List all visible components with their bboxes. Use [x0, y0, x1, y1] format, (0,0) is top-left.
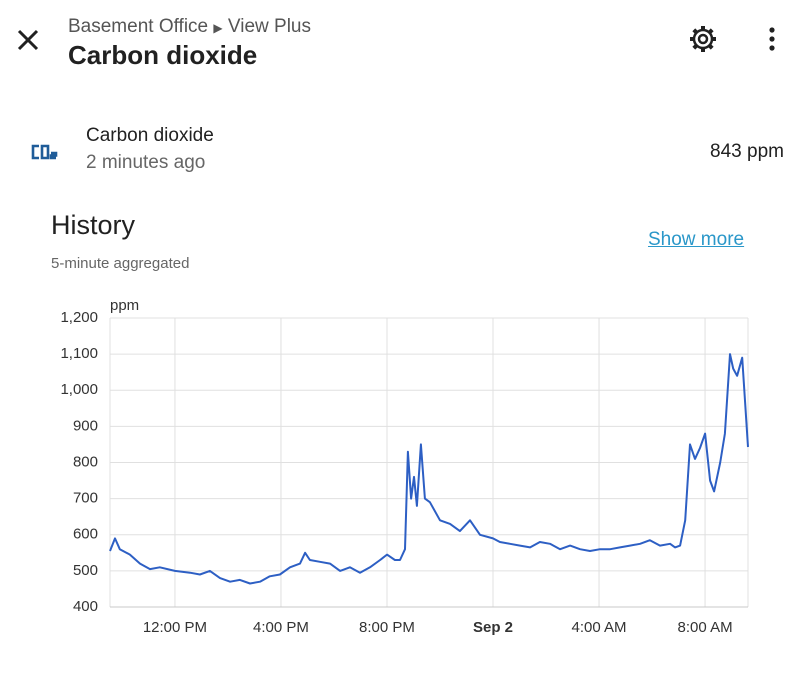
y-tick-label: 500: [73, 562, 98, 579]
breadcrumb-item: View Plus: [227, 16, 311, 37]
x-tick-label: 8:00 PM: [359, 619, 415, 636]
settings-button[interactable]: [690, 26, 716, 52]
entity-name: Carbon dioxide: [86, 125, 214, 146]
y-tick-label: 400: [73, 598, 98, 615]
more-button[interactable]: [769, 27, 775, 51]
y-tick-label: 600: [73, 526, 98, 543]
history-subtitle: 5-minute aggregated: [51, 255, 190, 272]
dialog-title: Carbon dioxide: [68, 40, 258, 70]
x-tick-label: 12:00 PM: [143, 619, 207, 636]
x-tick-label: 4:00 PM: [253, 619, 309, 636]
toolbar-icons: [17, 26, 775, 52]
entity-updated: 2 minutes ago: [86, 152, 206, 173]
x-tick-label: 8:00 AM: [678, 619, 733, 636]
show-more-link[interactable]: Show more: [648, 229, 745, 250]
breadcrumb: Basement Office ▶ View Plus: [68, 16, 311, 37]
co2-icon: [31, 144, 58, 160]
y-tick-label: 1,100: [60, 345, 98, 362]
y-tick-label: 800: [73, 453, 98, 470]
x-tick-label: Sep 2: [473, 619, 513, 636]
breadcrumb-item: Basement Office: [68, 16, 209, 37]
close-button[interactable]: [17, 29, 39, 51]
x-tick-label: 4:00 AM: [572, 619, 627, 636]
y-tick-label: 900: [73, 417, 98, 434]
history-title: History: [51, 210, 136, 240]
y-tick-label: 1,000: [60, 381, 98, 398]
entity-state: 843 ppm: [710, 141, 784, 162]
y-tick-label: 1,200: [60, 309, 98, 326]
y-axis-label: ppm: [110, 297, 139, 314]
line: [109, 353, 749, 585]
chart: ppm 400 500 600 700 800 900 1,000 1,100 1,200 12:0…: [60, 297, 749, 636]
y-tick-label: 700: [73, 490, 98, 507]
